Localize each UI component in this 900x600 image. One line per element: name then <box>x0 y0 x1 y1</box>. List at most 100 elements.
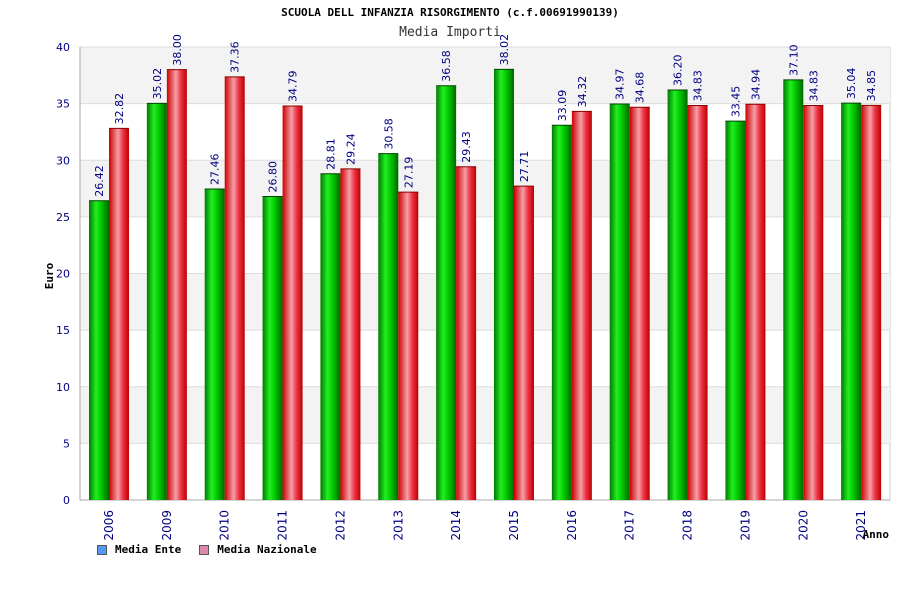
bar-value-label: 28.81 <box>324 138 337 170</box>
bar-media-nazionale-2009 <box>166 69 187 501</box>
legend-item-media-nazionale: Media Nazionale <box>199 543 317 556</box>
x-tick-label: 2014 <box>449 510 463 541</box>
bar-value-label: 34.83 <box>692 70 705 102</box>
x-tick-label: 2015 <box>507 510 521 541</box>
x-tick-label: 2012 <box>333 510 347 541</box>
y-axis-label: Euro <box>43 262 56 289</box>
bar-value-label: 34.79 <box>287 71 300 103</box>
legend-label: Media Ente <box>115 543 182 556</box>
bar-media-ente-2020 <box>783 79 804 500</box>
bar-media-nazionale-2012 <box>340 168 361 500</box>
chart-title: SCUOLA DELL INFANZIA RISORGIMENTO (c.f.0… <box>281 6 619 19</box>
bar-media-ente-2014 <box>436 85 457 500</box>
y-tick-label: 15 <box>56 324 70 337</box>
bar-media-nazionale-2015 <box>514 186 534 500</box>
bar-media-nazionale-2018 <box>687 105 708 501</box>
x-tick-label: 2021 <box>854 510 868 541</box>
x-tick-label: 2010 <box>218 510 232 541</box>
x-axis-label: Anno <box>863 528 890 541</box>
x-tick-label: 2018 <box>681 510 695 541</box>
bar-value-label: 35.04 <box>845 68 858 100</box>
y-tick-labels: 0 5 10 15 20 25 30 35 40 <box>56 41 70 507</box>
grid-band <box>80 273 890 331</box>
bar-value-label: 34.32 <box>576 76 589 108</box>
bar-media-ente-2009 <box>146 103 167 500</box>
bar-value-label: 35.02 <box>151 68 164 100</box>
bar-value-label: 26.42 <box>93 165 106 197</box>
bar-value-label: 26.80 <box>267 161 280 193</box>
bar-value-label: 30.58 <box>382 118 395 150</box>
y-tick-label: 25 <box>56 211 70 224</box>
bar-media-nazionale-2013 <box>398 192 419 501</box>
bar-value-label: 38.00 <box>171 34 184 66</box>
y-tick-label: 35 <box>56 98 70 111</box>
bar-media-ente-2006 <box>89 200 109 500</box>
y-tick-label: 5 <box>63 437 70 450</box>
bar-value-label: 37.36 <box>229 41 242 73</box>
bar-media-ente-2018 <box>667 90 688 500</box>
bar-media-ente-2021 <box>841 103 862 500</box>
y-tick-label: 40 <box>56 41 70 54</box>
bar-media-ente-2010 <box>204 189 225 500</box>
bar-value-label: 33.45 <box>729 86 742 118</box>
bar-media-ente-2015 <box>494 69 514 501</box>
y-tick-label: 30 <box>56 154 70 167</box>
bar-value-label: 27.19 <box>402 157 415 189</box>
bar-value-label: 32.82 <box>113 93 126 125</box>
legend-swatch-media-ente <box>97 544 107 555</box>
bar-media-nazionale-2017 <box>629 107 650 501</box>
bar-value-label: 34.97 <box>614 68 627 100</box>
bar-media-ente-2016 <box>551 125 572 501</box>
bar-value-label: 27.46 <box>209 154 222 186</box>
bar-media-ente-2011 <box>262 196 283 501</box>
bar-media-ente-2012 <box>320 173 341 500</box>
bar-media-nazionale-2011 <box>282 106 303 501</box>
bar-value-label: 36.58 <box>440 50 453 82</box>
bar-value-label: 33.09 <box>556 90 569 122</box>
bar-value-label: 34.83 <box>807 70 820 102</box>
x-tick-labels: 2006 2009 2010 2011 2012 2013 2014 2015 2016 2017… <box>102 510 868 541</box>
x-tick-label: 2019 <box>738 510 752 541</box>
bar-media-ente-2019 <box>725 121 746 501</box>
x-tick-label: 2016 <box>565 510 579 541</box>
y-tick-label: 20 <box>56 268 70 281</box>
bar-value-label: 34.85 <box>865 70 878 102</box>
bar-media-nazionale-2010 <box>224 76 245 500</box>
x-tick-label: 2013 <box>391 510 405 541</box>
bar-media-nazionale-2006 <box>109 128 129 500</box>
chart-subtitle: Media Importi <box>399 25 501 40</box>
bar-value-label: 38.02 <box>498 34 511 66</box>
x-tick-label: 2020 <box>796 510 810 541</box>
bar-media-ente-2017 <box>609 103 630 500</box>
bar-value-label: 37.10 <box>787 44 800 76</box>
legend-label: Media Nazionale <box>217 543 317 556</box>
x-tick-label: 2006 <box>102 510 116 541</box>
y-tick-label: 0 <box>63 494 70 507</box>
bar-media-ente-2013 <box>378 153 399 500</box>
bar-value-label: 27.71 <box>518 151 531 183</box>
x-tick-label: 2009 <box>160 510 174 541</box>
bar-media-nazionale-2016 <box>571 111 592 501</box>
grid-band <box>80 386 890 444</box>
bar-media-nazionale-2020 <box>803 105 824 501</box>
bar-media-nazionale-2021 <box>861 105 882 500</box>
bar-value-label: 29.24 <box>344 133 357 165</box>
legend-item-media-ente: Media Ente <box>97 543 181 556</box>
legend-swatch-media-nazionale <box>199 544 210 555</box>
x-tick-label: 2011 <box>276 510 290 541</box>
grid-band <box>80 47 890 104</box>
y-tick-label: 10 <box>56 381 70 394</box>
bar-media-nazionale-2014 <box>456 166 477 500</box>
bar-value-label: 36.20 <box>672 55 685 87</box>
bar-value-label: 29.43 <box>460 131 473 163</box>
bar-value-label: 34.94 <box>749 69 762 101</box>
bars-group <box>89 68 882 501</box>
grid-band <box>80 160 890 217</box>
bar-value-label: 34.68 <box>634 72 647 104</box>
x-tick-label: 2017 <box>623 510 637 541</box>
bar-value-labels: 26.42 32.82 35.02 38.00 27.46 37.36 26.80 34.79… <box>93 34 878 197</box>
legend: Media Ente Media Nazionale <box>97 543 317 556</box>
bar-media-nazionale-2019 <box>745 104 766 500</box>
